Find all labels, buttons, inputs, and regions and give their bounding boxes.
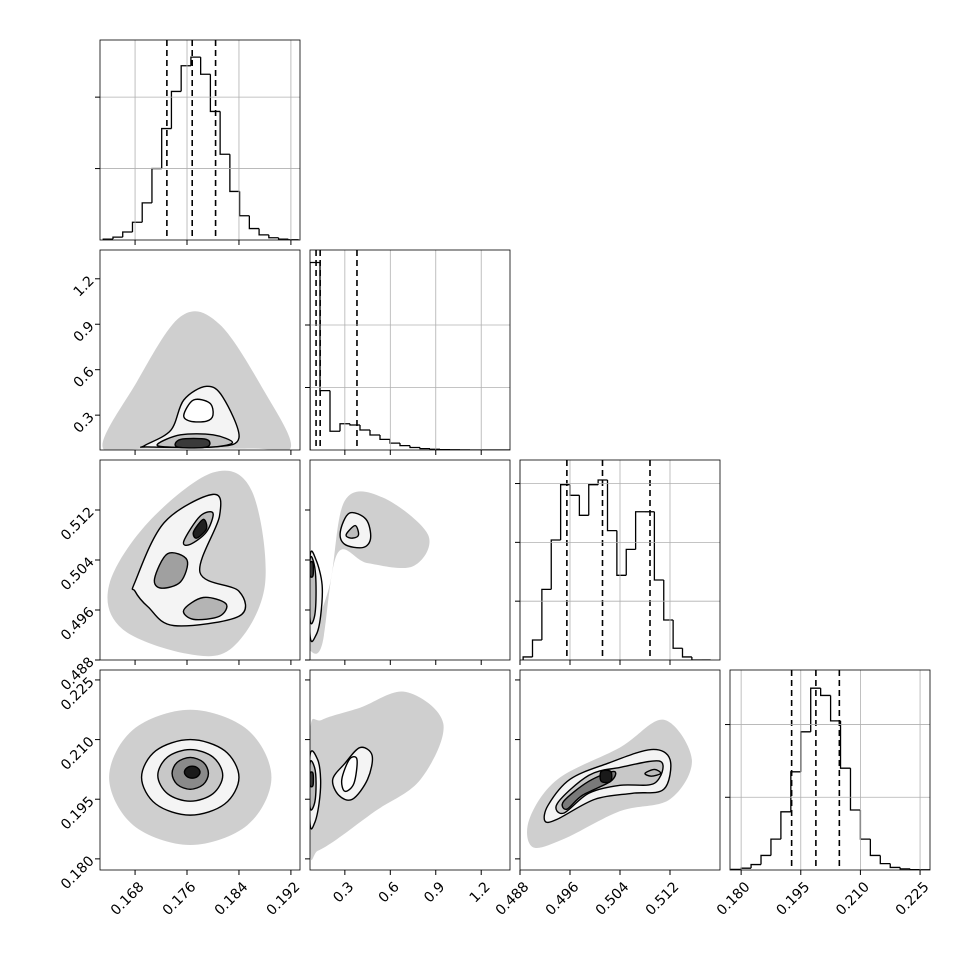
histogram-step	[653, 511, 664, 581]
histogram-step	[879, 855, 891, 865]
panel-frame	[309, 669, 511, 871]
histogram-step	[550, 539, 561, 590]
histogram-step	[238, 191, 250, 217]
panel-frame	[309, 459, 511, 661]
contour	[310, 771, 315, 788]
panel	[310, 491, 430, 654]
histogram-step	[889, 863, 901, 869]
histogram-step	[829, 695, 841, 722]
histogram-step	[820, 688, 831, 697]
histogram-step	[369, 430, 380, 436]
histogram-step	[634, 511, 645, 550]
sample-cloud	[102, 311, 291, 450]
histogram-step	[112, 236, 123, 240]
histogram-step	[750, 863, 762, 869]
panel-frame	[99, 249, 301, 451]
panel-frame	[729, 669, 931, 871]
histogram-step	[672, 620, 683, 649]
histogram-step	[616, 530, 627, 576]
panel	[107, 470, 266, 657]
histogram-step	[409, 445, 420, 449]
histogram-step	[606, 480, 617, 532]
histogram-step	[869, 839, 881, 857]
contour	[599, 769, 613, 784]
sample-cloud	[310, 691, 444, 861]
histogram-step	[578, 495, 589, 516]
panel-frame	[519, 459, 721, 661]
histogram-step	[399, 443, 410, 447]
contour	[644, 768, 662, 777]
contour	[153, 552, 189, 589]
contour	[174, 437, 211, 449]
histogram-step	[258, 228, 269, 236]
histogram-step	[229, 154, 240, 193]
histogram-step	[379, 435, 390, 441]
contour	[340, 756, 358, 793]
histogram-step	[909, 868, 921, 870]
histogram-step	[180, 65, 191, 92]
panel	[102, 311, 291, 450]
histogram-step	[199, 57, 211, 75]
panel	[109, 709, 272, 845]
histogram-step	[760, 854, 771, 865]
contour	[192, 518, 208, 539]
histogram-step	[277, 237, 289, 240]
histogram-step	[219, 111, 230, 155]
histogram-step	[522, 656, 533, 660]
panel-frame	[519, 669, 721, 871]
histogram-step	[359, 425, 370, 431]
histogram-step	[161, 127, 172, 169]
histogram-step	[810, 687, 821, 732]
histogram-step	[899, 867, 911, 870]
histogram-step	[268, 234, 279, 239]
histogram-step	[849, 768, 861, 811]
panel-frame	[99, 39, 301, 241]
histogram-step	[531, 639, 542, 657]
panel	[522, 460, 711, 660]
contour	[131, 493, 247, 627]
histogram-step	[248, 215, 260, 230]
histogram-step	[839, 720, 851, 769]
histogram-step	[541, 588, 552, 640]
panel-frame	[99, 459, 301, 661]
histogram-step	[625, 548, 636, 576]
contour	[345, 524, 360, 539]
panel	[527, 719, 692, 848]
panel-frame	[99, 669, 301, 871]
histogram-step	[780, 811, 791, 840]
histogram-step	[329, 390, 340, 432]
histogram-step	[419, 447, 430, 450]
histogram-step	[681, 648, 692, 658]
histogram-step	[170, 90, 182, 129]
histogram-step	[691, 656, 702, 660]
contour	[182, 596, 228, 621]
contour	[183, 765, 201, 779]
histogram-step	[429, 448, 440, 450]
panel	[310, 691, 444, 861]
histogram-step	[209, 74, 221, 113]
contour	[555, 760, 664, 815]
histogram-step	[588, 484, 599, 516]
histogram-step	[122, 231, 133, 238]
histogram-step	[770, 838, 781, 856]
histogram-step	[190, 56, 201, 66]
panel-frame	[309, 249, 511, 451]
histogram-step	[131, 221, 143, 232]
contour	[310, 560, 315, 578]
histogram-step	[141, 202, 152, 223]
histogram-step	[339, 423, 350, 432]
contour	[183, 398, 214, 423]
